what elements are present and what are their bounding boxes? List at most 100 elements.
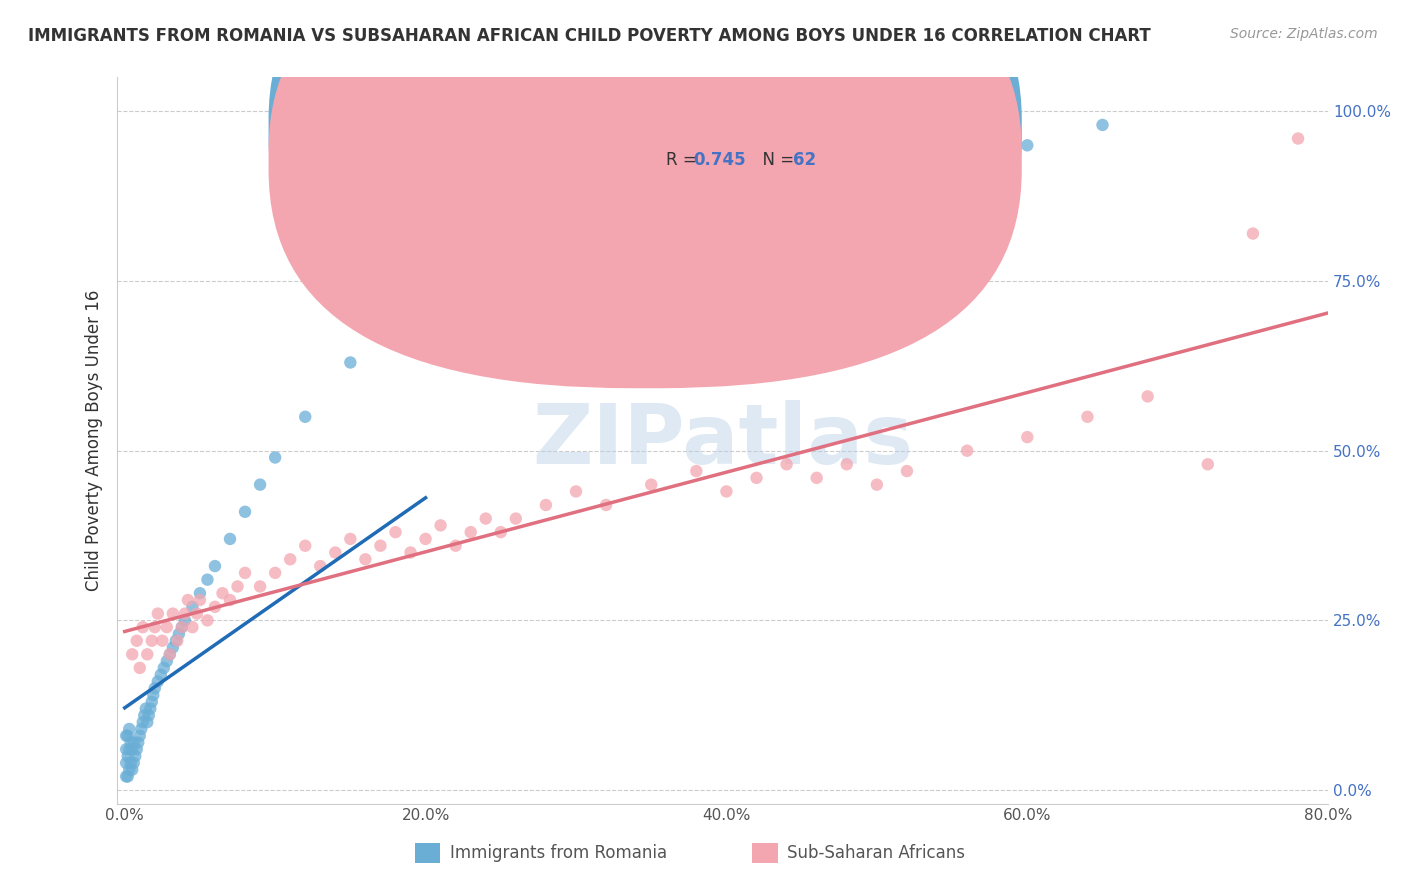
Point bbox=[115, 769, 138, 783]
Text: 52: 52 bbox=[793, 120, 815, 138]
Point bbox=[120, 756, 142, 770]
Point bbox=[474, 511, 496, 525]
Text: Immigrants from Romania: Immigrants from Romania bbox=[450, 844, 666, 862]
Point bbox=[595, 498, 617, 512]
Point bbox=[219, 532, 242, 546]
Point bbox=[181, 599, 204, 614]
Point bbox=[156, 654, 179, 668]
Point bbox=[415, 532, 437, 546]
Point bbox=[146, 674, 169, 689]
Point bbox=[118, 742, 141, 756]
Point bbox=[146, 607, 169, 621]
Point bbox=[165, 633, 187, 648]
Point bbox=[118, 722, 141, 736]
Point bbox=[233, 505, 256, 519]
Point bbox=[129, 722, 152, 736]
Point bbox=[534, 498, 557, 512]
Point bbox=[339, 355, 361, 369]
Text: N =: N = bbox=[752, 120, 799, 138]
Point bbox=[132, 715, 155, 730]
Point bbox=[139, 701, 162, 715]
Point bbox=[1091, 118, 1114, 132]
Point bbox=[896, 464, 918, 478]
Point bbox=[685, 464, 707, 478]
FancyBboxPatch shape bbox=[269, 0, 1022, 388]
Point bbox=[339, 532, 361, 546]
Point bbox=[1197, 457, 1219, 471]
Point bbox=[141, 695, 163, 709]
Point bbox=[249, 579, 271, 593]
Point bbox=[264, 566, 287, 580]
Point bbox=[125, 633, 148, 648]
Point bbox=[125, 742, 148, 756]
Point bbox=[1017, 430, 1039, 444]
Text: 0.745: 0.745 bbox=[693, 152, 747, 169]
Point bbox=[117, 749, 139, 764]
Point bbox=[173, 607, 195, 621]
Point bbox=[136, 715, 159, 730]
Point bbox=[166, 633, 188, 648]
Point bbox=[117, 729, 139, 743]
Point bbox=[138, 708, 160, 723]
Point bbox=[121, 763, 143, 777]
Point bbox=[150, 633, 173, 648]
Point bbox=[115, 756, 138, 770]
Point bbox=[204, 599, 226, 614]
FancyBboxPatch shape bbox=[607, 92, 995, 201]
Point bbox=[204, 559, 226, 574]
Point bbox=[170, 620, 193, 634]
Point bbox=[1286, 131, 1309, 145]
Text: R =: R = bbox=[666, 152, 702, 169]
Point bbox=[716, 484, 738, 499]
Point bbox=[323, 545, 346, 559]
Point bbox=[775, 457, 797, 471]
Point bbox=[745, 471, 768, 485]
Point bbox=[197, 573, 219, 587]
Point bbox=[294, 409, 316, 424]
Point bbox=[399, 545, 422, 559]
Point bbox=[136, 648, 159, 662]
Point bbox=[162, 607, 184, 621]
Point bbox=[309, 559, 332, 574]
Point bbox=[278, 552, 301, 566]
Point bbox=[835, 457, 858, 471]
Point bbox=[640, 477, 662, 491]
Point bbox=[181, 620, 204, 634]
Point bbox=[866, 477, 889, 491]
Point bbox=[170, 620, 193, 634]
Point bbox=[233, 566, 256, 580]
Point bbox=[188, 593, 211, 607]
Point bbox=[124, 749, 146, 764]
Point bbox=[159, 648, 181, 662]
Point bbox=[117, 769, 139, 783]
Point bbox=[489, 525, 512, 540]
Point bbox=[141, 633, 163, 648]
Point bbox=[354, 552, 377, 566]
Point bbox=[1017, 138, 1039, 153]
Point bbox=[186, 607, 208, 621]
Text: R =: R = bbox=[666, 120, 702, 138]
Point bbox=[156, 620, 179, 634]
Text: 62: 62 bbox=[793, 152, 815, 169]
Point bbox=[134, 708, 156, 723]
Text: IMMIGRANTS FROM ROMANIA VS SUBSAHARAN AFRICAN CHILD POVERTY AMONG BOYS UNDER 16 : IMMIGRANTS FROM ROMANIA VS SUBSAHARAN AF… bbox=[28, 27, 1152, 45]
Point bbox=[173, 613, 195, 627]
FancyBboxPatch shape bbox=[269, 0, 1022, 357]
Text: Source: ZipAtlas.com: Source: ZipAtlas.com bbox=[1230, 27, 1378, 41]
Point bbox=[118, 763, 141, 777]
Point bbox=[1241, 227, 1264, 241]
Point bbox=[384, 525, 406, 540]
Text: ZIPatlas: ZIPatlas bbox=[531, 400, 912, 481]
Point bbox=[149, 667, 172, 681]
Point bbox=[226, 579, 249, 593]
Point bbox=[505, 511, 527, 525]
Point bbox=[143, 681, 166, 696]
Y-axis label: Child Poverty Among Boys Under 16: Child Poverty Among Boys Under 16 bbox=[86, 290, 103, 591]
Point bbox=[128, 729, 150, 743]
Point bbox=[115, 729, 138, 743]
Point bbox=[429, 518, 451, 533]
Point bbox=[115, 742, 138, 756]
Point bbox=[121, 742, 143, 756]
Point bbox=[177, 593, 200, 607]
Point bbox=[132, 620, 155, 634]
